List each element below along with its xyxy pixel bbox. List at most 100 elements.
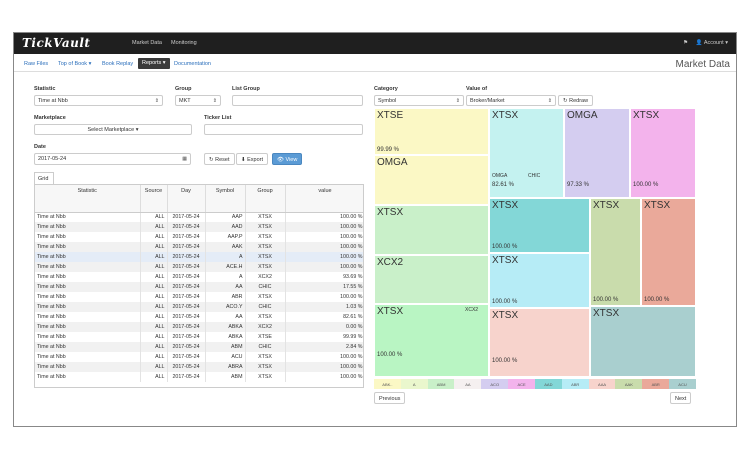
- tab-grid[interactable]: Grid: [34, 172, 54, 184]
- table-cell: ALL: [140, 302, 168, 312]
- treemap-tile[interactable]: XTSE 99.99 %: [374, 108, 489, 155]
- column-header[interactable]: Day: [167, 185, 206, 213]
- nav-book-replay[interactable]: Book Replay: [102, 61, 134, 67]
- legend-item[interactable]: AAD: [534, 379, 562, 389]
- treemap-tile[interactable]: XTSX 100.00 %: [489, 308, 590, 377]
- table-cell: 2017-05-24: [167, 302, 206, 312]
- table-row[interactable]: Time at Nbb ALL 2017-05-24 ABRA XTSX 100.00 %: [35, 362, 363, 372]
- column-header[interactable]: Group: [245, 185, 286, 213]
- table-row[interactable]: Time at Nbb ALL 2017-05-24 AAK XTSX 100.00 %: [35, 242, 363, 252]
- legend-item[interactable]: ACE: [508, 379, 535, 389]
- table-cell: ALL: [140, 232, 168, 242]
- export-button[interactable]: ⬇ Export: [236, 153, 269, 165]
- table-row[interactable]: Time at Nbb ALL 2017-05-24 ACE.H XTSX 100.00 …: [35, 262, 363, 272]
- table-cell: AA: [205, 282, 246, 292]
- table-row[interactable]: Time at Nbb ALL 2017-05-24 AAD XTSX 100.00 %: [35, 222, 363, 232]
- table-row[interactable]: Time at Nbb ALL 2017-05-24 ABR XTSX 100.00 %: [35, 292, 363, 302]
- statistic-select[interactable]: Time at Nbb ⇕: [34, 95, 163, 106]
- legend-item[interactable]: ACU: [669, 379, 696, 389]
- marketplace-dropdown[interactable]: Select Marketplace ▾: [34, 124, 192, 135]
- brand-logo[interactable]: TickVault: [22, 36, 91, 50]
- table-cell: ABM: [205, 372, 246, 382]
- nav-reports[interactable]: Reports ▾: [138, 58, 170, 69]
- table-cell: ALL: [140, 372, 168, 382]
- treemap-tile[interactable]: XTSX 100.00 %: [489, 198, 590, 253]
- treemap-tile[interactable]: OMGA 97.33 %: [564, 108, 630, 198]
- previous-button[interactable]: Previous: [374, 392, 406, 404]
- nav-monitoring[interactable]: Monitoring: [171, 40, 197, 46]
- legend-item[interactable]: ABM: [427, 379, 455, 389]
- date-input[interactable]: 2017-05-24 ▦: [34, 153, 191, 165]
- table-cell: ALL: [140, 262, 168, 272]
- calendar-icon[interactable]: ▦: [182, 156, 187, 162]
- table-row[interactable]: Time at Nbb ALL 2017-05-24 A XTSX 100.00 %: [35, 252, 363, 262]
- table-row[interactable]: Time at Nbb ALL 2017-05-24 A XCX2 93.69 %: [35, 272, 363, 282]
- table-row[interactable]: Time at Nbb ALL 2017-05-24 ABM XTSX 100.00 %: [35, 372, 363, 382]
- legend-item[interactable]: ABR: [561, 379, 589, 389]
- group-select[interactable]: MKT ⇕: [175, 95, 221, 106]
- nav-raw-files[interactable]: Raw Files: [24, 61, 49, 67]
- list-group-input[interactable]: [232, 95, 363, 106]
- treemap-tile[interactable]: XTSX: [374, 205, 489, 255]
- table-cell: 100.00 %: [285, 212, 363, 222]
- view-button[interactable]: 👁 View: [272, 153, 303, 165]
- table-cell: 100.00 %: [285, 252, 363, 262]
- column-header[interactable]: Symbol: [205, 185, 246, 213]
- treemap-tile[interactable]: XTSX 100.00 %: [630, 108, 696, 198]
- table-cell: A: [205, 272, 246, 282]
- reset-button[interactable]: ↻ Reset: [204, 153, 235, 165]
- category-select[interactable]: Symbol ⇕: [374, 95, 464, 106]
- table-row[interactable]: Time at Nbb ALL 2017-05-24 ABKA XCX2 0.00 %: [35, 322, 363, 332]
- treemap-tile[interactable]: XTSX: [590, 306, 696, 377]
- table-cell: ALL: [140, 342, 168, 352]
- list-group-label: List Group: [232, 86, 260, 92]
- legend-item[interactable]: AAK: [615, 379, 643, 389]
- table-cell: Time at Nbb: [35, 352, 141, 362]
- table-row[interactable]: Time at Nbb ALL 2017-05-24 ABKA XTSE 99.99 %: [35, 332, 363, 342]
- next-button[interactable]: Next: [670, 392, 692, 404]
- table-row[interactable]: Time at Nbb ALL 2017-05-24 AA CHIC 17.55 %: [35, 282, 363, 292]
- table-cell: 93.69 %: [285, 272, 363, 282]
- legend-item[interactable]: ABR: [642, 379, 670, 389]
- treemap-tile[interactable]: XTSX 100.00 %: [489, 253, 590, 308]
- nav-market-data[interactable]: Market Data: [132, 40, 162, 46]
- legend-item[interactable]: A: [400, 379, 428, 389]
- column-header[interactable]: Statistic: [35, 185, 141, 213]
- column-header[interactable]: value: [285, 185, 363, 213]
- tile-name: XTSX: [492, 310, 519, 321]
- table-cell: 2017-05-24: [167, 322, 206, 332]
- column-header[interactable]: Source: [140, 185, 168, 213]
- legend-item[interactable]: AAA: [588, 379, 616, 389]
- nav-documentation[interactable]: Documentation: [174, 61, 211, 67]
- table-row[interactable]: Time at Nbb ALL 2017-05-24 AAP XTSX 100.00 %: [35, 212, 363, 222]
- account-menu[interactable]: 👤 Account ▾: [695, 40, 728, 46]
- tile-name: XTSX: [492, 110, 519, 121]
- treemap-tile[interactable]: XTSX 100.00 %: [590, 198, 641, 306]
- treemap-tile[interactable]: XTSX 100.00 %: [641, 198, 696, 306]
- tile-percent: 99.99 %: [377, 147, 400, 153]
- table-row[interactable]: Time at Nbb ALL 2017-05-24 AA XTSX 82.61 %: [35, 312, 363, 322]
- nav-top-of-book[interactable]: Top of Book ▾: [58, 61, 92, 67]
- treemap-tile[interactable]: XTSX 82.61 % OMGA CHIC: [489, 108, 564, 198]
- value-of-select[interactable]: Broker/Market ⇕: [466, 95, 556, 106]
- table-cell: 17.55 %: [285, 282, 363, 292]
- table-row[interactable]: Time at Nbb ALL 2017-05-24 AAP.P XTSX 100.00 …: [35, 232, 363, 242]
- table-cell: 2017-05-24: [167, 222, 206, 232]
- redraw-button[interactable]: ↻ Redraw: [558, 95, 594, 106]
- tile-sublabel: XCX2: [465, 307, 479, 313]
- ticker-list-input[interactable]: [204, 124, 363, 135]
- flag-icon[interactable]: ⚑: [683, 40, 688, 46]
- treemap-tile[interactable]: OMGA99.97 %: [374, 155, 489, 205]
- table-cell: ALL: [140, 362, 168, 372]
- legend-item[interactable]: AA: [454, 379, 482, 389]
- table-row[interactable]: Time at Nbb ALL 2017-05-24 ACU XTSX 100.00 %: [35, 352, 363, 362]
- treemap-tile[interactable]: XTSX 100.00 % XCX2: [374, 304, 489, 377]
- legend-item[interactable]: ABK..: [374, 379, 401, 389]
- legend-item[interactable]: ACO: [481, 379, 509, 389]
- table-cell: ALL: [140, 292, 168, 302]
- table-row[interactable]: Time at Nbb ALL 2017-05-24 ABM CHIC 2.84 %: [35, 342, 363, 352]
- table-cell: 2017-05-24: [167, 352, 206, 362]
- table-row[interactable]: Time at Nbb ALL 2017-05-24 ACO.Y CHIC 1.03 %: [35, 302, 363, 312]
- table-cell: XTSX: [245, 292, 286, 302]
